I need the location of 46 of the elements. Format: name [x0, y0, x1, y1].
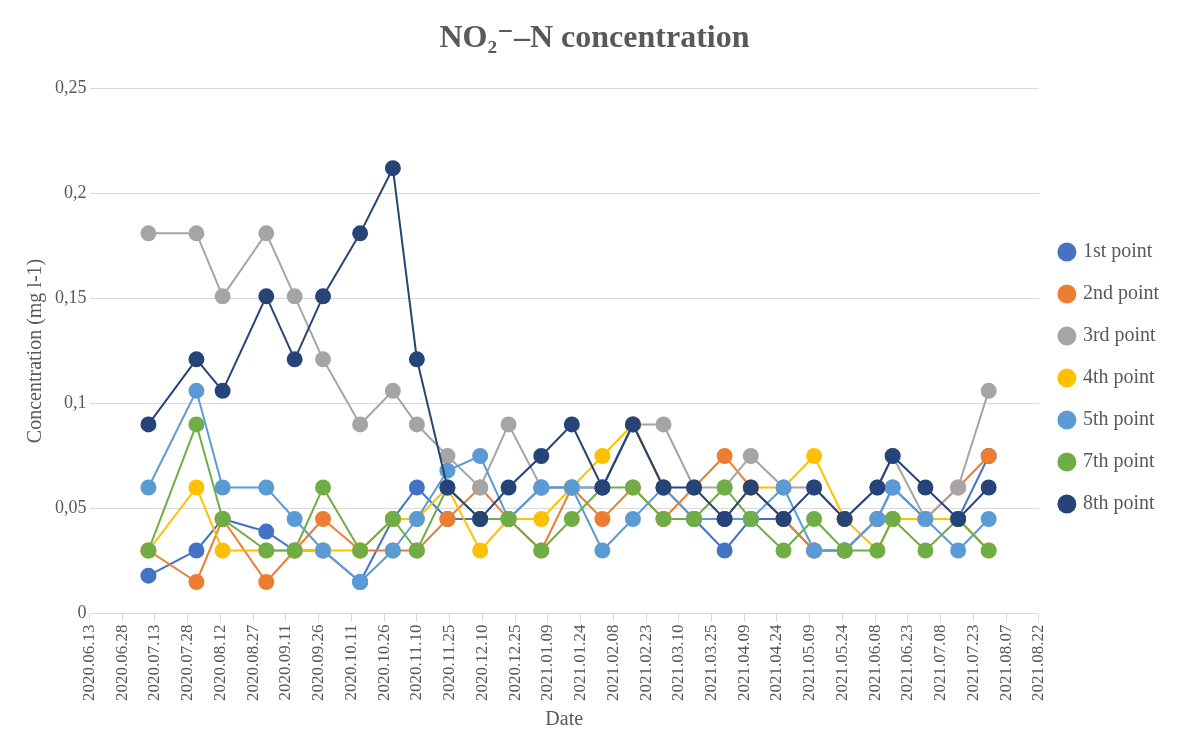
x-tick-label: 2021.02.08 — [602, 624, 622, 701]
x-tick-label: 2021.03.10 — [668, 624, 688, 701]
y-tick-label: 0,25 — [55, 77, 87, 98]
x-tick-label: 2020.09.26 — [308, 624, 328, 701]
x-tick-label: 2020.10.11 — [340, 624, 360, 701]
x-tick-label: 2021.06.23 — [897, 624, 917, 701]
x-tick-label: 2020.08.12 — [209, 624, 229, 701]
y-tick-label: 0,2 — [64, 182, 87, 203]
x-tick-label: 2021.05.24 — [831, 624, 851, 701]
x-tick-label: 2020.09.11 — [275, 624, 295, 701]
x-tick-label: 2021.04.09 — [733, 624, 753, 701]
x-tick-label: 2020.06.28 — [111, 624, 131, 701]
x-tick-label: 2020.10.26 — [373, 624, 393, 701]
legend-label: 7th point — [1082, 449, 1155, 473]
x-tick-label: 2020.12.10 — [471, 624, 491, 701]
x-tick-label: 2021.01.24 — [570, 624, 590, 701]
x-tick-label: 2021.04.24 — [766, 624, 786, 701]
x-tick-label: 2020.11.10 — [406, 624, 426, 701]
chart-title: NO₂⁻–N concentration — [439, 18, 750, 55]
y-axis-title: Concentration (mg l-1) — [23, 258, 47, 444]
x-tick-label: 2020.07.13 — [144, 624, 164, 701]
x-tick-label: 2021.08.07 — [995, 624, 1015, 701]
y-tick-label: 0,05 — [55, 497, 87, 518]
legend-label: 8th point — [1082, 491, 1155, 515]
y-tick-label: 0 — [77, 602, 87, 623]
x-tick-label: 2021.08.22 — [1028, 624, 1048, 701]
x-tick-label: 2021.06.08 — [864, 624, 884, 701]
x-tick-label: 2021.03.25 — [700, 624, 720, 701]
x-tick-label: 2021.07.23 — [962, 624, 982, 701]
x-tick-label: 2020.08.27 — [242, 624, 262, 701]
legend-label: 3rd point — [1082, 323, 1157, 347]
x-tick-label: 2020.06.13 — [78, 624, 98, 701]
x-tick-label: 2021.02.23 — [635, 624, 655, 701]
legend-label: 2nd point — [1082, 281, 1160, 305]
x-tick-label: 2020.07.28 — [177, 624, 197, 701]
y-tick-label: 0,15 — [55, 287, 87, 308]
x-axis-title: Date — [545, 707, 584, 730]
x-tick-label: 2020.12.25 — [504, 624, 524, 701]
legend-label: 5th point — [1082, 407, 1155, 431]
legend-label: 1st point — [1082, 239, 1153, 263]
x-tick-label: 2021.01.09 — [537, 624, 557, 701]
x-tick-label: 2021.07.08 — [930, 624, 950, 701]
x-tick-label: 2020.11.25 — [439, 624, 459, 701]
legend-label: 4th point — [1082, 365, 1155, 389]
y-tick-label: 0,1 — [64, 392, 87, 413]
x-tick-label: 2021.05.09 — [799, 624, 819, 701]
